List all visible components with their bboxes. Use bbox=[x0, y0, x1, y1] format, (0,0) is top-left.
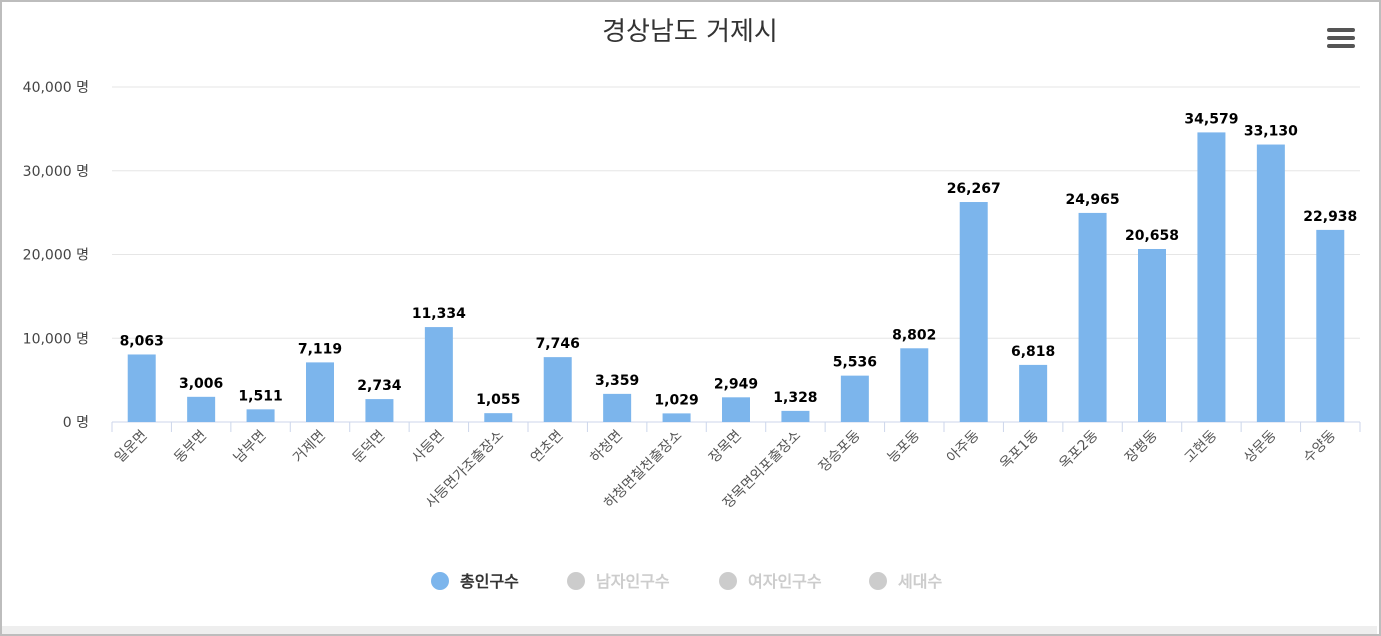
data-label: 1,511 bbox=[238, 388, 282, 404]
data-label: 1,029 bbox=[654, 392, 698, 408]
bar[interactable] bbox=[543, 357, 572, 422]
y-tick-label: 0 명 bbox=[63, 415, 89, 431]
data-label: 5,536 bbox=[833, 355, 877, 371]
bar[interactable] bbox=[603, 393, 632, 422]
bar[interactable] bbox=[1019, 364, 1048, 422]
bar[interactable] bbox=[840, 375, 869, 422]
y-axis-ticks: 0 명 10,000 명 20,000 명 30,000 명 40,000 명 bbox=[23, 80, 89, 431]
data-labels: 8,063 3,006 1,511 7,119 2,734 11,334 1,055 7,74… bbox=[120, 111, 1358, 408]
x-tick-label: 일운면 bbox=[112, 428, 151, 467]
hamburger-menu-icon[interactable] bbox=[1327, 26, 1355, 50]
data-label: 20,658 bbox=[1125, 228, 1179, 244]
bar[interactable] bbox=[306, 362, 334, 422]
x-tick-label: 거제면 bbox=[290, 428, 329, 467]
bar[interactable] bbox=[900, 348, 929, 422]
legend-label: 세대수 bbox=[898, 572, 942, 591]
y-tick-label: 10,000 명 bbox=[23, 331, 89, 347]
bars bbox=[127, 132, 1345, 422]
legend-item[interactable]: 총인구수 bbox=[431, 572, 519, 591]
bar[interactable] bbox=[246, 409, 275, 422]
bar[interactable] bbox=[1256, 144, 1285, 422]
x-tick-label: 능포동 bbox=[884, 427, 923, 466]
y-tick-label: 30,000 명 bbox=[23, 164, 89, 180]
bar[interactable] bbox=[781, 410, 810, 422]
bar[interactable] bbox=[424, 327, 453, 422]
data-label: 2,949 bbox=[714, 376, 758, 392]
x-tick-label: 연초면 bbox=[528, 428, 567, 467]
bottom-strip bbox=[2, 626, 1377, 634]
data-label: 26,267 bbox=[947, 181, 1001, 197]
x-tick-label: 사등면 bbox=[409, 428, 448, 467]
bar[interactable] bbox=[127, 354, 156, 422]
x-tick-label: 남부면 bbox=[231, 428, 270, 467]
x-tick-label: 동부면 bbox=[171, 428, 210, 467]
data-label: 7,746 bbox=[536, 336, 580, 352]
legend-marker bbox=[719, 572, 737, 590]
bar[interactable] bbox=[662, 413, 691, 422]
data-label: 1,328 bbox=[773, 390, 817, 406]
data-label: 3,359 bbox=[595, 373, 639, 389]
data-label: 3,006 bbox=[179, 376, 223, 392]
data-label: 2,734 bbox=[357, 378, 402, 394]
data-label: 6,818 bbox=[1011, 344, 1055, 360]
x-tick-label: 수양동 bbox=[1300, 427, 1339, 466]
bar[interactable] bbox=[1197, 132, 1226, 422]
data-label: 7,119 bbox=[298, 341, 342, 357]
y-tick-label: 40,000 명 bbox=[23, 80, 89, 96]
data-label: 24,965 bbox=[1066, 192, 1120, 208]
legend-marker bbox=[869, 572, 887, 590]
legend: 총인구수 남자인구수 여자인구수 세대수 bbox=[431, 572, 942, 591]
x-tick-label: 하청면 bbox=[587, 428, 626, 467]
x-tick-label: 장평동 bbox=[1122, 427, 1161, 466]
data-label: 8,802 bbox=[892, 327, 936, 343]
bar[interactable] bbox=[1316, 229, 1345, 422]
data-label: 11,334 bbox=[412, 306, 466, 322]
chart-title: 경상남도 거제시 bbox=[602, 17, 778, 47]
x-tick-label: 장목면 bbox=[706, 428, 745, 467]
x-tick-label: 옥포1동 bbox=[997, 427, 1042, 472]
legend-item[interactable]: 남자인구수 bbox=[567, 572, 670, 591]
bar[interactable] bbox=[1078, 212, 1107, 422]
legend-label: 총인구수 bbox=[460, 572, 519, 591]
legend-label: 여자인구수 bbox=[748, 572, 822, 591]
x-tick-label: 아주동 bbox=[944, 427, 983, 466]
bar[interactable] bbox=[187, 396, 216, 422]
bar[interactable] bbox=[365, 399, 394, 422]
legend-item[interactable]: 세대수 bbox=[869, 572, 942, 591]
x-tick-label: 둔덕면 bbox=[350, 428, 389, 467]
bar[interactable] bbox=[1138, 248, 1166, 422]
data-label: 22,938 bbox=[1303, 209, 1357, 225]
x-tick-label: 장승포동 bbox=[816, 427, 864, 475]
legend-marker bbox=[567, 572, 585, 590]
x-tick-label: 상문동 bbox=[1241, 427, 1280, 466]
bar[interactable] bbox=[722, 397, 750, 422]
legend-label: 남자인구수 bbox=[596, 572, 670, 591]
gridlines bbox=[112, 86, 1360, 423]
legend-marker bbox=[431, 572, 449, 590]
bar[interactable] bbox=[484, 413, 513, 422]
legend-item[interactable]: 여자인구수 bbox=[719, 572, 822, 591]
y-tick-label: 20,000 명 bbox=[23, 248, 89, 264]
data-label: 8,063 bbox=[120, 333, 164, 349]
x-tick-label: 옥포2동 bbox=[1056, 427, 1101, 472]
data-label: 34,579 bbox=[1184, 111, 1238, 127]
data-label: 1,055 bbox=[476, 392, 520, 408]
bar[interactable] bbox=[959, 202, 988, 422]
x-tick-label: 고현동 bbox=[1182, 427, 1221, 466]
data-label: 33,130 bbox=[1244, 124, 1298, 140]
